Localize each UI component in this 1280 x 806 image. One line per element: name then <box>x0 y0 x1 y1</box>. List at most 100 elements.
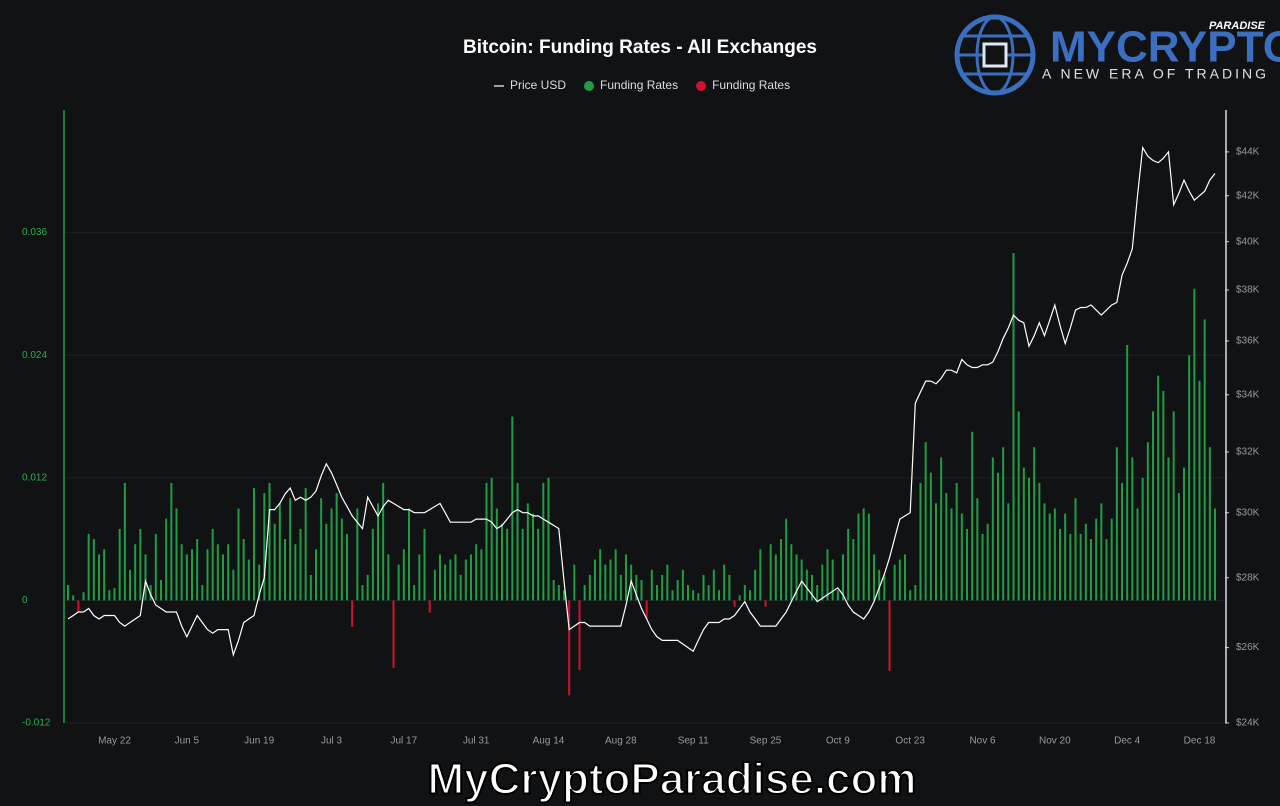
bar <box>1017 411 1020 601</box>
bar <box>1069 533 1072 601</box>
bar <box>997 472 999 601</box>
bar <box>821 564 824 601</box>
bar <box>924 442 927 601</box>
bar <box>1090 539 1092 601</box>
bar <box>433 569 436 601</box>
bar <box>377 503 379 601</box>
bar <box>842 554 844 601</box>
bar <box>449 559 452 601</box>
y2-tick-label: $44K <box>1236 147 1260 158</box>
bar <box>98 554 100 601</box>
bar <box>966 528 968 601</box>
bar <box>222 554 224 601</box>
bar <box>408 508 410 601</box>
bar <box>154 533 157 601</box>
bar <box>785 518 788 601</box>
legend-swatch <box>584 81 595 91</box>
bar <box>1084 523 1087 601</box>
x-tick-label: Sep 11 <box>678 736 709 747</box>
y2-tick-label: $26K <box>1236 642 1260 653</box>
bar <box>423 528 426 601</box>
bar <box>800 559 803 601</box>
bar <box>253 488 255 601</box>
bar <box>702 574 705 601</box>
bar <box>609 559 612 601</box>
bar <box>578 600 581 670</box>
bar <box>320 498 323 601</box>
bar <box>718 590 720 601</box>
x-tick-label: Jul 31 <box>463 736 490 747</box>
bar <box>733 600 736 607</box>
bar <box>764 600 767 607</box>
bar <box>557 585 560 601</box>
bar <box>687 585 689 601</box>
bar <box>986 523 989 601</box>
x-tick-label: Oct 23 <box>895 736 925 747</box>
bar <box>712 569 715 601</box>
y-tick-label: 0 <box>22 595 28 606</box>
bar <box>475 544 478 601</box>
bar <box>103 549 106 601</box>
bar <box>490 477 493 601</box>
bar <box>1157 375 1160 601</box>
bar <box>919 482 922 601</box>
bar <box>563 590 565 601</box>
legend-label: Price USD <box>510 78 566 92</box>
bar <box>206 549 209 601</box>
bar <box>960 513 963 601</box>
bar <box>227 544 230 601</box>
bar <box>454 554 457 601</box>
bar <box>387 554 390 601</box>
bar <box>790 544 793 601</box>
bar <box>552 579 555 601</box>
bar <box>847 528 850 601</box>
price-line <box>67 145 1216 658</box>
bar <box>232 569 235 601</box>
bar <box>599 549 602 601</box>
bar <box>681 569 684 601</box>
bar <box>211 528 214 601</box>
bar <box>1141 477 1144 601</box>
y-tick-label: 0.024 <box>22 350 47 361</box>
bar <box>1162 390 1165 601</box>
bar <box>831 559 834 601</box>
bar <box>588 574 591 601</box>
bar <box>413 585 416 601</box>
bar <box>976 498 979 601</box>
bar <box>1167 457 1170 601</box>
bar <box>506 528 509 601</box>
bar <box>284 539 286 601</box>
bar <box>170 482 173 601</box>
bar <box>278 503 281 601</box>
bar <box>392 600 395 668</box>
bar <box>325 523 328 601</box>
bar <box>459 574 462 601</box>
bar <box>82 592 85 601</box>
legend-label: Funding Rates <box>600 78 678 92</box>
bar <box>604 564 607 601</box>
bar <box>1079 533 1082 601</box>
bar <box>175 508 178 601</box>
bar <box>356 508 359 601</box>
bar <box>769 544 772 601</box>
bar <box>935 503 937 601</box>
bar <box>904 554 906 601</box>
bar <box>816 585 819 601</box>
bar <box>67 585 69 601</box>
bar <box>1100 503 1103 601</box>
bar <box>247 559 250 601</box>
bar <box>857 513 860 601</box>
bar <box>614 549 617 601</box>
bar <box>1007 503 1010 601</box>
bar <box>1131 457 1134 601</box>
bar <box>516 482 519 601</box>
legend-label: Funding Rates <box>712 78 790 92</box>
bar <box>1183 467 1185 601</box>
bar <box>650 569 653 601</box>
bar <box>888 600 891 671</box>
bar <box>893 564 896 601</box>
bar <box>826 549 829 601</box>
y2-tick-label: $40K <box>1236 236 1260 247</box>
bar <box>402 549 405 601</box>
